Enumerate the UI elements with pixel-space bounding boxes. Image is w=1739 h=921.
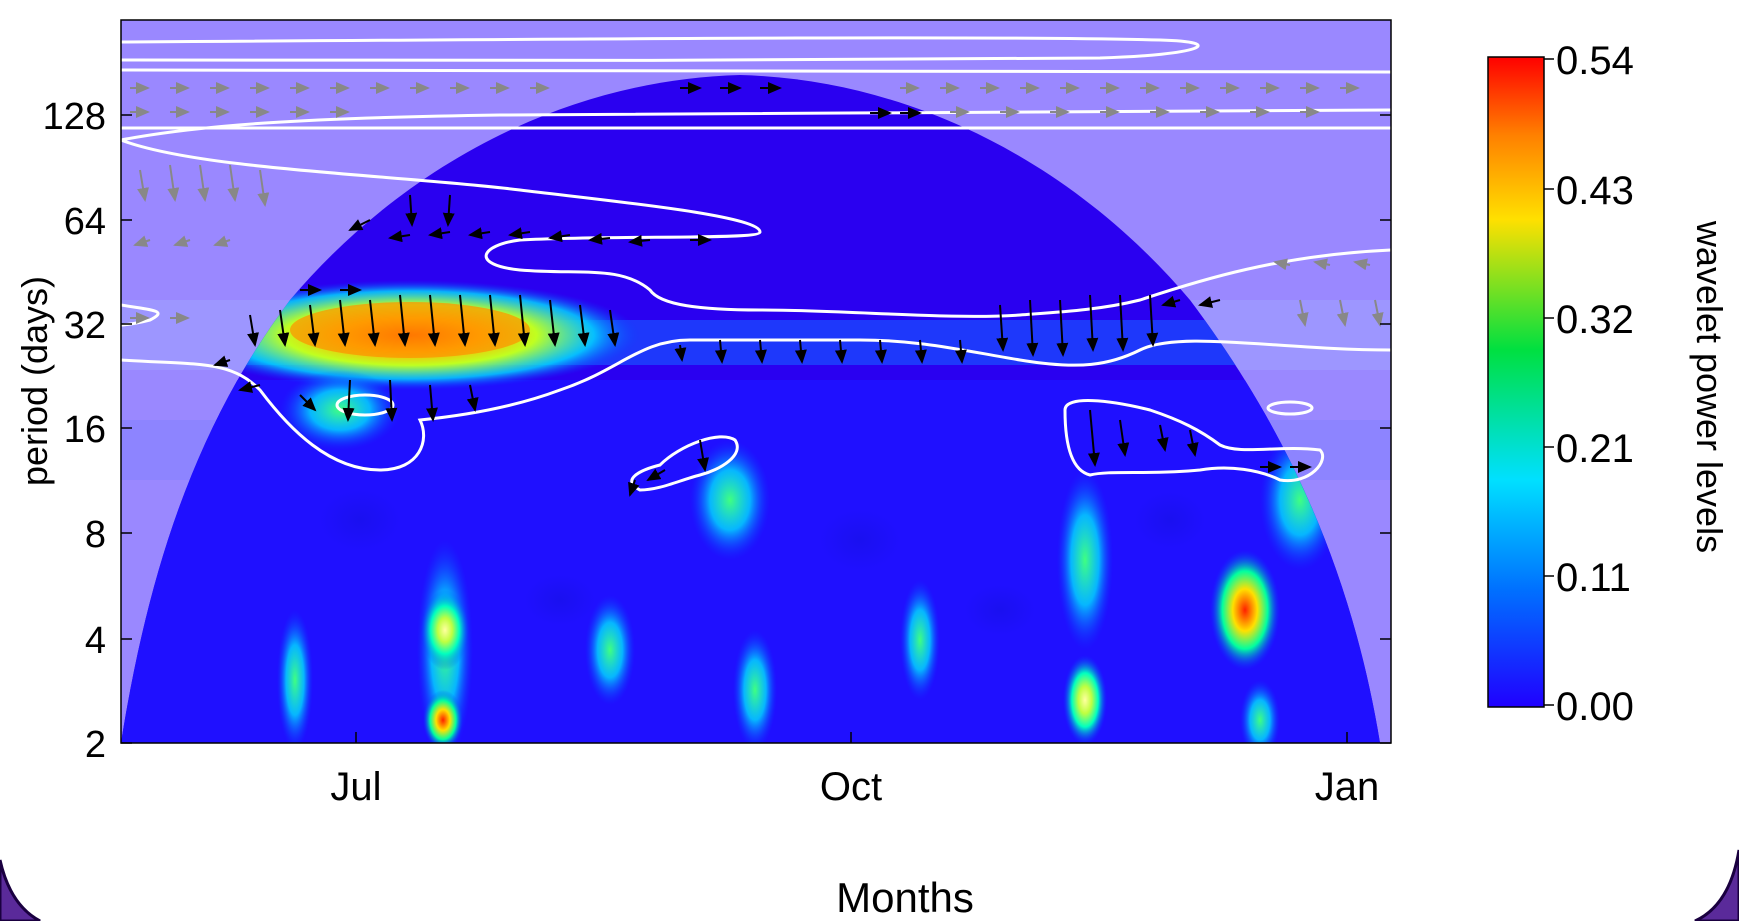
y-tick-label: 128: [43, 96, 106, 138]
colorbar: 0.54 0.43 0.32 0.21 0.11 0.00 wavelet po…: [1487, 39, 1730, 729]
y-tick-label: 2: [85, 724, 106, 766]
colorbar-tick-label: 0.11: [1556, 556, 1631, 600]
colorbar-tick-label: 0.54: [1556, 39, 1634, 83]
x-tick-label: Jan: [1315, 765, 1380, 809]
x-axis-label: Months: [836, 874, 974, 921]
y-axis-label: period (days): [14, 276, 55, 486]
corner-left-decoration: [0, 859, 41, 921]
x-tick-labels: Jul Oct Jan: [330, 765, 1379, 809]
significance-contours: [121, 36, 1391, 492]
y-tick-label: 32: [64, 305, 106, 347]
phase-arrows-grey: [130, 82, 1384, 327]
colorbar-tick-label: 0.32: [1556, 298, 1634, 342]
phase-arrows-black: [213, 82, 1312, 497]
colorbar-label: wavelet power levels: [1689, 220, 1730, 553]
colorbar-tick-label: 0.21: [1556, 427, 1634, 471]
x-axis: [355, 732, 1348, 743]
plot-area: [121, 20, 1391, 743]
plot-frame: [120, 19, 1392, 744]
colorbar-tick-label: 0.00: [1556, 685, 1634, 729]
x-tick-label: Jul: [330, 765, 381, 809]
y-tick-label: 16: [64, 409, 106, 451]
y-tick-label: 4: [85, 620, 106, 662]
y-tick-labels: 2 4 8 16 32 64 128: [43, 96, 106, 766]
y-tick-label: 8: [85, 514, 106, 556]
y-axis: [121, 114, 1391, 744]
y-tick-label: 64: [64, 201, 106, 243]
corner-right-decoration: [1694, 849, 1739, 921]
x-tick-label: Oct: [820, 765, 882, 809]
colorbar-tick-label: 0.43: [1556, 169, 1634, 213]
colorbar-gradient: [1487, 56, 1545, 708]
